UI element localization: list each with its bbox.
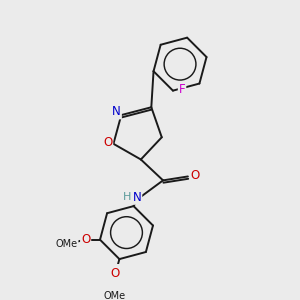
Text: F: F: [179, 83, 185, 96]
Text: N: N: [112, 105, 121, 119]
Text: OMe: OMe: [103, 291, 125, 300]
Text: N: N: [133, 191, 141, 204]
Text: O: O: [111, 267, 120, 280]
Text: H: H: [123, 192, 131, 202]
Text: O: O: [81, 233, 90, 246]
Text: O: O: [190, 169, 200, 182]
Text: OMe: OMe: [56, 238, 78, 249]
Text: O: O: [103, 136, 112, 149]
